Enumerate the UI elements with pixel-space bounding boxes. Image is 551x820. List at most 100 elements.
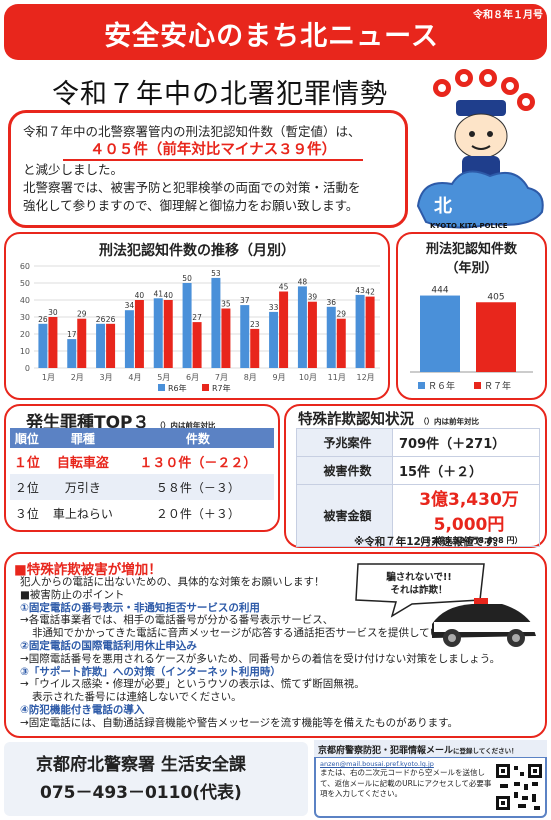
y-tick-label: 50: [20, 279, 30, 288]
bar: [38, 323, 48, 368]
point-3-title: ③「サポート詐欺」への対策（インターネット利用時）: [20, 665, 281, 678]
warning-lead: 犯人からの電話に出ないための、具体的な対策をお願いします！: [20, 576, 325, 588]
rank-cell: ３位: [14, 506, 39, 521]
legend-swatch: [474, 382, 481, 389]
data-label: 53: [211, 269, 221, 278]
fraud-label: 被害金額: [296, 484, 393, 547]
issue-date: 令和８年１月号: [473, 10, 543, 21]
contact-phone: 075－493－0110(代表): [40, 783, 242, 803]
bar: [182, 283, 192, 368]
data-label: 40: [135, 291, 145, 300]
bar: [67, 339, 77, 368]
data-label: 26: [106, 315, 116, 324]
count-cell: ２０件（＋３）: [155, 506, 240, 521]
data-label: 48: [298, 277, 308, 286]
fraud-value: 709件（＋271）: [392, 428, 540, 457]
data-label: 40: [163, 291, 173, 300]
bar: [153, 298, 163, 368]
mascot-caption: KYOTO KITA POLICE: [430, 222, 508, 230]
fraud-label: 予兆案件: [296, 428, 393, 457]
table-row: ２位 万引き ５８件（－３）: [10, 474, 274, 500]
table-row: 予兆案件 709件（＋271）: [296, 428, 540, 457]
fraud-note: （）内は前年対比: [419, 417, 480, 426]
data-label: 37: [240, 296, 250, 305]
legend-entry: Ｒ７年: [484, 380, 511, 392]
data-label: 17: [67, 330, 77, 339]
x-tick-label: 9月: [273, 373, 286, 382]
data-label: 50: [182, 274, 192, 283]
type-cell: 車上ねらい: [52, 506, 113, 521]
x-tick-label: 1月: [42, 373, 55, 382]
y-tick-label: 0: [25, 364, 30, 373]
bar: [476, 302, 516, 372]
monthly-chart-card: 刑法犯認知件数の推移（月別） 0 10 20 30 40 50 60 26 30 1月 17 29 2月…: [4, 232, 390, 400]
data-label: 23: [250, 320, 260, 329]
data-label: 43: [355, 286, 365, 295]
bar: [240, 305, 250, 368]
data-label: 41: [153, 289, 163, 298]
table-row: 被害金額 3億3,430万5,000円 （＋2億5,324万8,698 円）: [296, 484, 540, 547]
y-tick-label: 60: [20, 262, 30, 271]
legend-swatch: [158, 384, 165, 391]
contact-box: [4, 742, 308, 816]
legend-swatch: [418, 382, 425, 389]
fraud-title: 特殊詐欺認知状況 （）内は前年対比: [298, 408, 479, 429]
bar: [307, 301, 317, 368]
fraud-value: 15件（＋２）: [392, 456, 540, 485]
data-label: 29: [336, 310, 346, 319]
bar: [326, 306, 336, 368]
bar: [297, 286, 307, 368]
yearly-chart-card: 刑法犯認知件数 （年別） 444 Ｒ６年 405 Ｒ７年: [396, 232, 547, 400]
x-tick-label: 4月: [128, 373, 141, 382]
x-tick-label: 2月: [71, 373, 84, 382]
top3-card: [4, 404, 280, 532]
point-1-text-b: 非通知でかかってきた電話に音声メッセージが応答する通話拒否サービスを提供していま…: [32, 627, 471, 640]
point-2-text: →国際電話番号を悪用されるケースが多いため、同番号からの着信を受け付けない対策を…: [20, 652, 501, 665]
col-type: 罪種: [43, 428, 122, 448]
intro-box: 令和７年中の北警察署管内の刑法犯認知件数（暫定値）は、 ４０５件（前年対比マイナ…: [8, 110, 408, 228]
bubble-line-1: 騙されないで!!: [386, 572, 452, 583]
data-label: 444: [431, 286, 448, 296]
x-tick-label: 8月: [244, 373, 257, 382]
bar: [192, 322, 202, 368]
x-tick-label: 7月: [215, 373, 228, 382]
warning-body: 犯人からの電話に出ないための、具体的な対策をお願いします！ ■被害防止のポイント…: [20, 576, 520, 730]
police-mascot-on-cloud-icon: 北: [416, 69, 544, 229]
top3-table: 順位 罪種 件数 １位 自転車盗 １３０件（－２２） ２位 万引き ５８件（－３…: [10, 428, 274, 526]
legend-swatch: [202, 384, 209, 391]
point-1-title: ①固定電話の番号表示・非通知拒否サービスの利用: [20, 601, 260, 614]
data-label: 405: [487, 292, 504, 302]
intro-highlight: ４０５件（前年対比マイナス３９件）: [63, 141, 363, 161]
legend-entry: R7年: [212, 383, 231, 393]
legend-entry: R6年: [168, 383, 187, 393]
bar: [124, 310, 134, 368]
fraud-label: 被害件数: [296, 456, 393, 485]
speech-bubble: 騙されないで!! それは詐欺！: [360, 566, 478, 604]
data-label: 26: [96, 315, 106, 324]
bar: [250, 328, 260, 368]
table-row: １位 自転車盗 １３０件（－２２）: [10, 448, 274, 474]
table-header-row: 順位 罪種 件数: [10, 428, 274, 448]
data-label: 35: [221, 300, 231, 309]
top3-note: （）内は前年対比: [155, 421, 216, 430]
data-label: 30: [48, 308, 58, 317]
qr-code-icon[interactable]: [494, 762, 544, 812]
contact-name: 京都府北警察署 生活安全課: [36, 755, 246, 775]
legend-entry: Ｒ６年: [428, 380, 455, 392]
bar: [134, 300, 144, 368]
data-label: 42: [365, 288, 375, 297]
mascot-badge: 北: [434, 196, 452, 217]
intro-line-3: 北警察署では、被害予防と犯罪検挙の両面での対策・活動を: [23, 180, 361, 195]
point-3-text-a: →「ウイルス感染・修理が必要」というウソの表示は、慌てず断固無視。: [20, 678, 365, 691]
data-label: 34: [125, 301, 135, 310]
x-tick-label: 5月: [157, 373, 170, 382]
fraud-footnote: ※令和７年12月末速報値です。: [354, 536, 504, 548]
damage-diff: （＋2億5,324万8,698 円）: [415, 536, 523, 545]
mail-instructions: または、右の二次元コードから空メールを送信して、返信メールに記載のURLにアクセ…: [320, 768, 492, 798]
fraud-table: 予兆案件 709件（＋271） 被害件数 15件（＋２） 被害金額 3億3,43…: [296, 428, 540, 547]
police-car-icon: [355, 563, 536, 647]
rank-cell: ２位: [10, 474, 44, 500]
count-cell: ５８件（－３）: [121, 474, 274, 500]
mail-address-link[interactable]: anzen@mail.bousai.pref.kyoto.lg.jp: [320, 760, 434, 768]
